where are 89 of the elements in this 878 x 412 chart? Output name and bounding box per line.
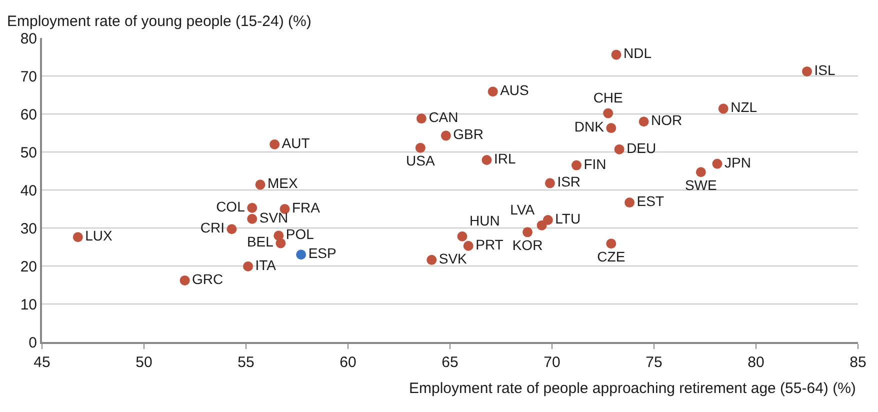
- data-label: USA: [406, 152, 436, 169]
- point: [180, 275, 190, 286]
- x-tick-label: 80: [748, 354, 764, 371]
- y-axis-title: Employment rate of young people (15-24) (%): [7, 13, 312, 30]
- point: [440, 130, 451, 141]
- x-tick-label: 70: [544, 354, 560, 371]
- data-label: LTU: [555, 210, 581, 227]
- y-tick-label: 20: [20, 258, 37, 276]
- point: [544, 178, 555, 188]
- y-tick-label: 50: [20, 144, 37, 162]
- data-label: SVK: [438, 250, 468, 266]
- data-label: FIN: [584, 156, 606, 172]
- point: [488, 86, 498, 97]
- y-tick-label: 40: [20, 182, 37, 200]
- data-label: CAN: [428, 109, 458, 126]
- data-label: KOR: [512, 236, 543, 253]
- data-label: NZL: [730, 99, 758, 116]
- point: [247, 202, 258, 213]
- point: [226, 224, 237, 234]
- data-label: DEU: [626, 140, 656, 156]
- data-label: GBR: [453, 126, 484, 142]
- point: [457, 231, 468, 242]
- y-tick-label: 60: [20, 106, 37, 124]
- point: [638, 116, 649, 127]
- point: [72, 232, 83, 242]
- x-tick-label: 45: [34, 354, 50, 371]
- point: [247, 214, 258, 224]
- data-label: HUN: [469, 212, 500, 229]
- point: [296, 250, 306, 260]
- data-label: CRI: [200, 220, 224, 236]
- data-label: ITA: [255, 256, 277, 273]
- point: [426, 254, 437, 265]
- data-label: FRA: [292, 200, 321, 216]
- data-label: LUX: [85, 228, 114, 244]
- data-label: GRC: [192, 270, 224, 287]
- data-label: EST: [636, 193, 664, 210]
- point: [696, 167, 706, 178]
- point: [571, 160, 582, 170]
- y-tick-label: 10: [20, 296, 37, 314]
- data-label: IRL: [494, 150, 516, 166]
- data-label: NDL: [624, 45, 652, 62]
- data-label: CHE: [593, 89, 623, 106]
- data-label: POL: [286, 226, 314, 242]
- data-label: LVA: [510, 202, 536, 218]
- point: [611, 50, 622, 60]
- x-tick-label: 50: [136, 354, 152, 371]
- point: [606, 123, 616, 134]
- point: [482, 154, 492, 165]
- point: [606, 238, 616, 249]
- data-label: MEX: [268, 175, 299, 192]
- data-label: CZE: [597, 248, 626, 264]
- data-label: SVN: [259, 209, 288, 226]
- data-label: BEL: [246, 234, 274, 250]
- y-tick-label: 80: [20, 30, 37, 48]
- data-label: ESP: [308, 245, 336, 262]
- data-label: ISR: [557, 174, 581, 190]
- point: [255, 180, 266, 190]
- point: [542, 215, 553, 226]
- data-label: JPN: [724, 154, 751, 170]
- y-tick-label: 30: [20, 220, 37, 238]
- point: [416, 114, 426, 124]
- x-tick-label: 55: [238, 354, 254, 371]
- point: [415, 142, 426, 153]
- data-label: NOR: [651, 112, 682, 128]
- data-label: AUT: [282, 134, 310, 151]
- point: [624, 198, 635, 208]
- point: [522, 227, 533, 238]
- x-tick-label: 75: [646, 354, 662, 371]
- y-tick-label: 0: [28, 334, 37, 352]
- point: [276, 238, 286, 248]
- data-label: ISL: [814, 62, 836, 78]
- point: [603, 108, 614, 118]
- point: [243, 261, 254, 272]
- data-label: AUS: [500, 82, 529, 98]
- data-label: COL: [216, 198, 246, 214]
- data-label: DNK: [574, 118, 605, 135]
- point: [718, 104, 728, 114]
- point: [463, 240, 474, 251]
- point: [802, 66, 812, 76]
- data-label: PRT: [476, 236, 504, 252]
- x-tick-label: 60: [340, 354, 356, 371]
- x-tick-label: 85: [850, 354, 866, 371]
- x-tick-label: 65: [442, 354, 458, 371]
- data-label: SWE: [684, 176, 717, 193]
- y-tick-label: 70: [20, 68, 37, 86]
- point: [712, 158, 722, 169]
- point: [614, 144, 624, 154]
- point: [270, 139, 280, 150]
- x-axis-title: Employment rate of people approaching retirement age (55-64) (%): [409, 380, 856, 397]
